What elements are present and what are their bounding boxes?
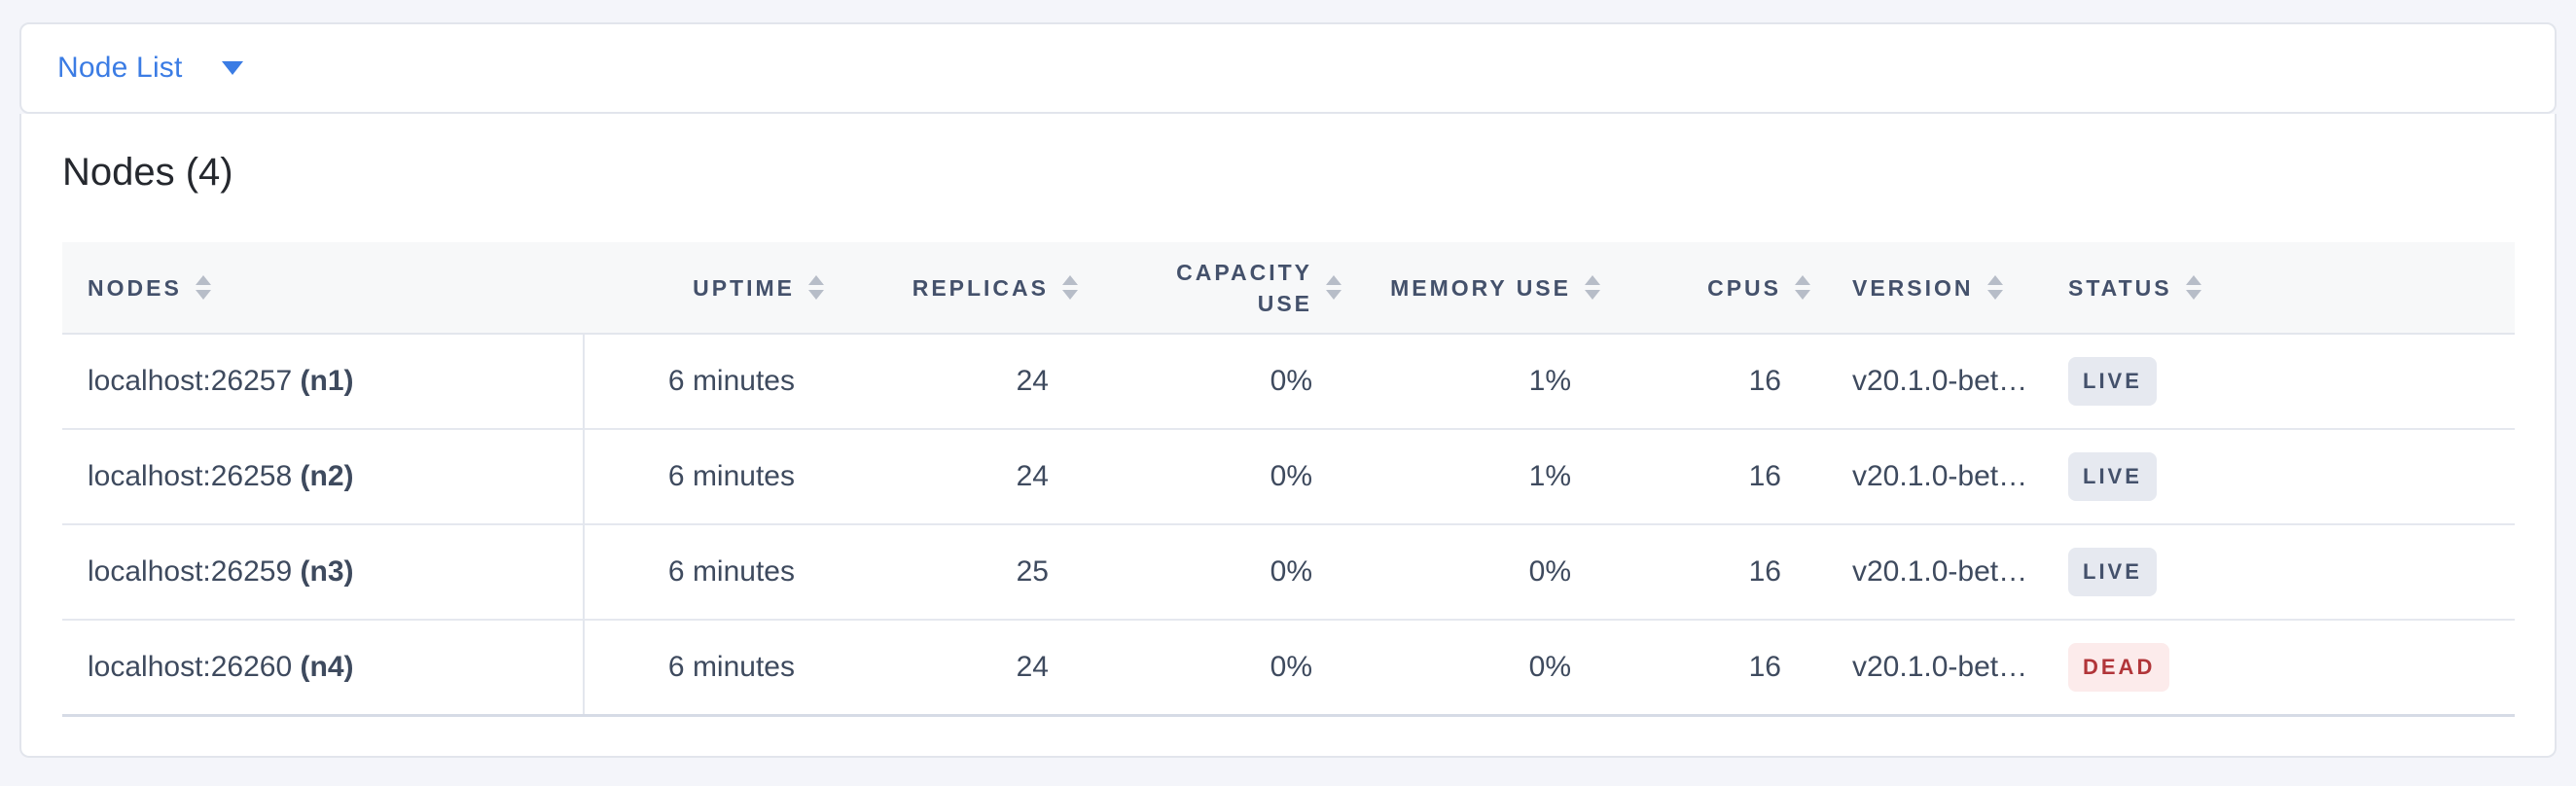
column-header-capacity-use[interactable]: CAPACITY USE	[1093, 242, 1357, 335]
memory-use-cell: 1%	[1528, 365, 1571, 397]
cpus-cell: 16	[1748, 365, 1781, 397]
memory-use-cell: 0%	[1357, 523, 1616, 620]
node-list-dropdown-label: Node List	[57, 52, 183, 84]
node-link[interactable]: localhost:26260 (n4)	[88, 651, 354, 683]
uptime-cell: 6 minutes	[584, 428, 840, 524]
sort-icon	[1986, 275, 2003, 300]
uptime-cell: 6 minutes	[584, 523, 840, 620]
replicas-cell: 25	[840, 523, 1093, 620]
capacity-use-cell: 0%	[1093, 428, 1357, 524]
node-address: localhost:26260	[88, 650, 293, 683]
page-header: Node List	[19, 22, 2557, 114]
uptime-cell: 6 minutes	[667, 365, 795, 397]
capacity-use-cell: 0%	[1270, 365, 1312, 397]
status-cell: DEAD	[2035, 619, 2515, 717]
version-cell: v20.1.0-bet…	[1826, 523, 2035, 620]
capacity-use-cell: 0%	[1093, 619, 1357, 717]
nodes-count-heading: Nodes (4)	[62, 151, 233, 194]
node-address: localhost:26258	[88, 460, 293, 492]
status-cell: LIVE	[2035, 523, 2515, 620]
node-cell: localhost:26259 (n3)	[62, 523, 585, 620]
sort-icon	[1326, 275, 1342, 300]
node-name: (n3)	[300, 555, 354, 588]
node-link[interactable]: localhost:26259 (n3)	[88, 555, 354, 588]
sort-icon	[1062, 275, 1078, 300]
status-cell: LIVE	[2035, 334, 2515, 429]
table-row: localhost:26259 (n3) 6 minutes 25 0% 0% …	[62, 523, 2515, 620]
node-list-dropdown[interactable]: Node List	[57, 52, 243, 85]
node-address: localhost:26259	[88, 555, 293, 588]
table-header-row: NODES UPTIME REPLICAS	[62, 242, 2515, 335]
column-header-status[interactable]: STATUS	[2035, 242, 2515, 335]
node-cell: localhost:26260 (n4)	[62, 619, 585, 717]
column-header-replicas[interactable]: REPLICAS	[840, 242, 1093, 335]
column-header-memory-use[interactable]: MEMORY USE	[1357, 242, 1616, 335]
column-header-cpus[interactable]: CPUS	[1616, 242, 1826, 335]
chevron-down-icon	[221, 61, 243, 75]
status-badge: LIVE	[2068, 452, 2157, 501]
sort-icon	[1585, 275, 1600, 300]
version-cell: v20.1.0-bet…	[1852, 365, 2028, 397]
column-header-nodes[interactable]: NODES	[62, 242, 584, 335]
table-row: localhost:26257 (n1) 6 minutes 24 0% 1% …	[62, 334, 2515, 429]
column-header-version[interactable]: VERSION	[1826, 242, 2035, 335]
sort-icon	[808, 275, 824, 300]
node-name: (n1)	[300, 365, 354, 397]
node-cell: localhost:26257 (n1)	[62, 334, 585, 429]
uptime-cell: 6 minutes	[584, 619, 840, 717]
cpus-cell: 16	[1616, 523, 1826, 620]
cpus-cell: 16	[1616, 428, 1826, 524]
node-link[interactable]: localhost:26258 (n2)	[88, 460, 354, 492]
memory-use-cell: 0%	[1357, 619, 1616, 717]
table-row: localhost:26258 (n2) 6 minutes 24 0% 1% …	[62, 428, 2515, 524]
table-row: localhost:26260 (n4) 6 minutes 24 0% 0% …	[62, 619, 2515, 717]
node-name: (n2)	[300, 460, 354, 492]
sort-icon	[195, 275, 211, 300]
status-badge: LIVE	[2068, 548, 2157, 596]
column-header-uptime[interactable]: UPTIME	[584, 242, 840, 335]
nodes-card: Nodes (4) NODES UPTIME	[19, 114, 2557, 758]
node-name: (n4)	[300, 650, 354, 683]
replicas-cell: 24	[840, 619, 1093, 717]
sort-icon	[1795, 275, 1810, 300]
cpus-cell: 16	[1616, 619, 1826, 717]
replicas-cell: 24	[1016, 365, 1049, 397]
capacity-use-cell: 0%	[1093, 523, 1357, 620]
version-cell: v20.1.0-bet…	[1826, 619, 2035, 717]
memory-use-cell: 1%	[1357, 428, 1616, 524]
node-link[interactable]: localhost:26257 (n1)	[88, 365, 354, 397]
version-cell: v20.1.0-bet…	[1826, 428, 2035, 524]
status-badge: DEAD	[2068, 642, 2170, 692]
status-badge: LIVE	[2068, 357, 2157, 406]
node-address: localhost:26257	[88, 365, 293, 397]
sort-icon	[2185, 275, 2201, 300]
node-cell: localhost:26258 (n2)	[62, 428, 585, 524]
nodes-table: NODES UPTIME REPLICAS	[62, 242, 2515, 717]
status-cell: LIVE	[2035, 428, 2515, 524]
replicas-cell: 24	[840, 428, 1093, 524]
